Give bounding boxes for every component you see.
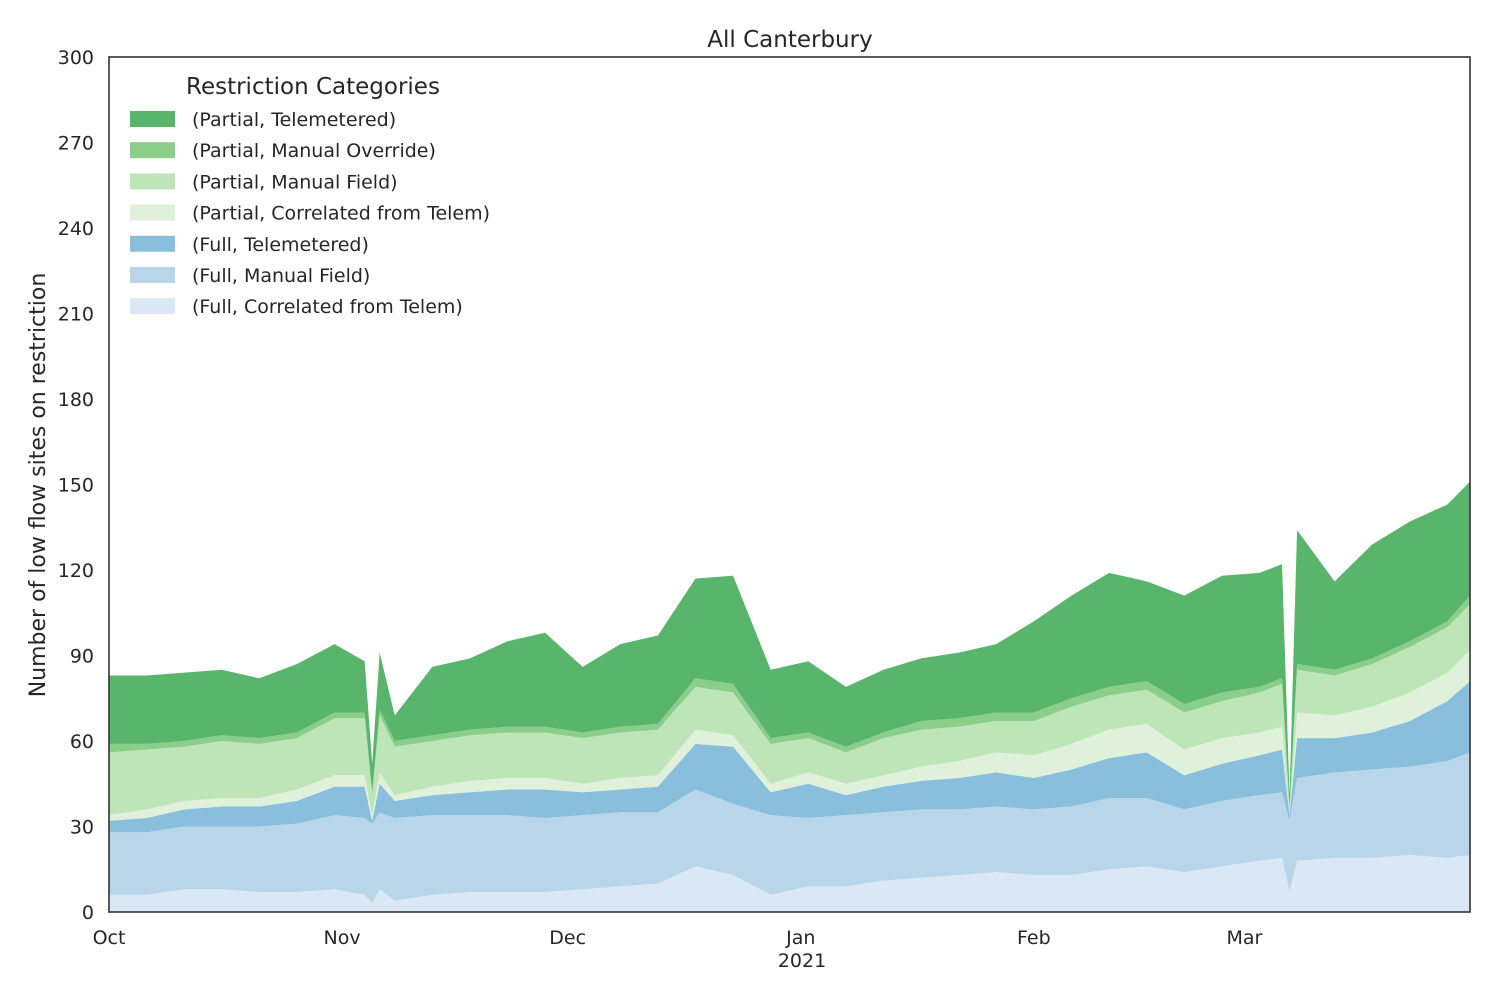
plot-frame — [108, 56, 1471, 913]
y-tick-label: 150 — [58, 475, 94, 497]
y-tick-label: 300 — [58, 47, 94, 69]
area-series-2 — [109, 752, 1470, 904]
x-tick-label: Feb — [1017, 927, 1051, 949]
legend-title: Restriction Categories — [186, 74, 440, 100]
legend-label: (Full, Correlated from Telem) — [192, 296, 463, 318]
legend-swatch — [130, 298, 175, 315]
area-series-group — [109, 481, 1470, 912]
area-series-4 — [109, 649, 1470, 821]
x-tick-label: Nov — [324, 927, 361, 949]
legend-swatch — [130, 111, 175, 127]
y-tick-label: 210 — [58, 304, 94, 326]
y-tick-label: 60 — [70, 731, 94, 753]
x-tick-label: Dec — [549, 927, 586, 949]
area-series-3 — [109, 681, 1470, 833]
legend-swatch — [130, 142, 175, 159]
x-axis: Oct Nov Dec Jan Feb Mar — [93, 927, 1263, 949]
area-series-6 — [109, 595, 1470, 810]
legend-swatch — [130, 235, 175, 252]
y-axis: 0 30 60 90 120 150 180 210 240 270 300 — [58, 47, 94, 924]
legend-swatch — [130, 204, 175, 221]
y-tick-label: 270 — [58, 133, 94, 155]
y-tick-label: 90 — [70, 646, 94, 668]
legend-swatch — [130, 267, 175, 283]
chart-title: All Canterbury — [707, 27, 872, 53]
legend-label: (Partial, Telemetered) — [192, 109, 396, 131]
x-tick-label: Oct — [93, 927, 126, 949]
legend-swatch — [130, 173, 175, 190]
y-tick-label: 180 — [58, 389, 94, 411]
area-series-5 — [109, 604, 1470, 816]
legend-label: (Partial, Manual Override) — [192, 140, 436, 162]
legend-label: (Full, Telemetered) — [192, 234, 369, 256]
y-tick-label: 30 — [70, 817, 94, 839]
area-series-7 — [109, 481, 1470, 807]
legend-label: (Full, Manual Field) — [192, 265, 370, 287]
x-tick-label: Mar — [1226, 927, 1262, 949]
area-series-1 — [109, 855, 1470, 912]
y-axis-title: Number of low flow sites on restriction — [26, 273, 51, 698]
y-tick-label: 120 — [58, 560, 94, 582]
legend-label: (Partial, Manual Field) — [192, 171, 398, 193]
legend-label: (Partial, Correlated from Telem) — [192, 203, 490, 225]
y-tick-label: 240 — [58, 218, 94, 240]
x-tick-label: Jan — [785, 927, 815, 949]
legend: Restriction Categories (Partial, Telemet… — [130, 74, 490, 318]
x-axis-year-label: 2021 — [778, 950, 826, 972]
y-tick-label: 0 — [82, 902, 94, 924]
